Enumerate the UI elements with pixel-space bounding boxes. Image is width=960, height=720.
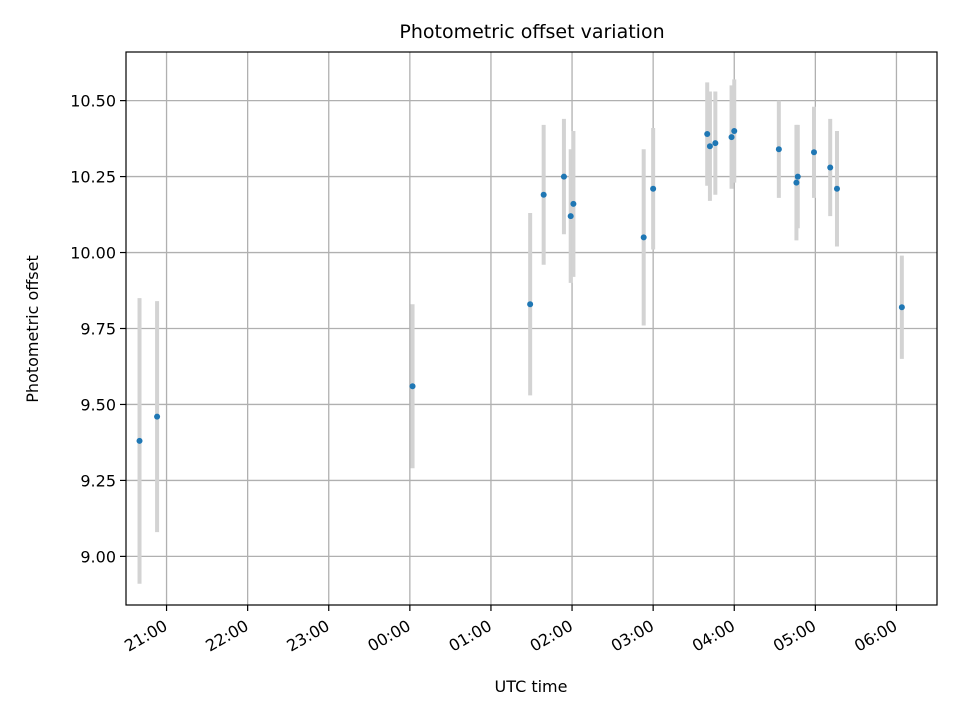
data-point [650, 185, 657, 192]
data-point [154, 413, 161, 420]
y-tick-label: 10.25 [70, 168, 116, 187]
data-point [728, 134, 735, 141]
x-tick-label: 21:00 [121, 616, 170, 656]
x-tick-label: 03:00 [608, 616, 657, 656]
data-point [567, 213, 574, 220]
data-point [794, 173, 801, 180]
chart-title: Photometric offset variation [399, 21, 664, 43]
data-point [731, 128, 738, 134]
data-point [540, 191, 547, 198]
data-point [570, 200, 577, 207]
x-tick-label: 22:00 [202, 616, 251, 656]
data-point [793, 179, 800, 186]
x-tick-label: 06:00 [851, 616, 900, 656]
data-point [810, 149, 817, 156]
x-tick-label: 01:00 [446, 616, 495, 656]
data-point [898, 304, 905, 311]
y-axis-label: Photometric offset [23, 255, 42, 403]
y-axis: 9.00 9.25 9.50 9.75 10.00 10.25 10.50 [70, 92, 126, 566]
y-tick-label: 10.50 [70, 92, 116, 111]
errorbar-layer [137, 79, 904, 584]
x-axis: 21:00 22:00 23:00 00:00 01:00 02:00 03:00 04:00… [121, 605, 900, 656]
x-axis-label: UTC time [495, 677, 568, 696]
y-tick-label: 9.00 [80, 547, 116, 566]
data-point [560, 173, 567, 180]
data-point [706, 143, 713, 150]
data-point [833, 185, 840, 192]
x-tick-label: 05:00 [770, 616, 819, 656]
data-point [704, 131, 711, 138]
x-tick-label: 23:00 [283, 616, 332, 656]
x-tick-label: 02:00 [527, 616, 576, 656]
x-tick-label: 04:00 [689, 616, 738, 656]
data-point [527, 301, 534, 308]
data-point [712, 140, 719, 147]
y-tick-label: 9.50 [80, 395, 116, 414]
data-point [136, 437, 143, 444]
point-layer [136, 128, 905, 444]
y-tick-label: 10.00 [70, 244, 116, 263]
data-point [827, 164, 834, 171]
data-point [409, 383, 416, 390]
data-point [775, 146, 782, 153]
data-point [640, 234, 647, 241]
x-tick-label: 00:00 [364, 616, 413, 656]
y-tick-label: 9.75 [80, 320, 116, 339]
y-tick-label: 9.25 [80, 471, 116, 490]
